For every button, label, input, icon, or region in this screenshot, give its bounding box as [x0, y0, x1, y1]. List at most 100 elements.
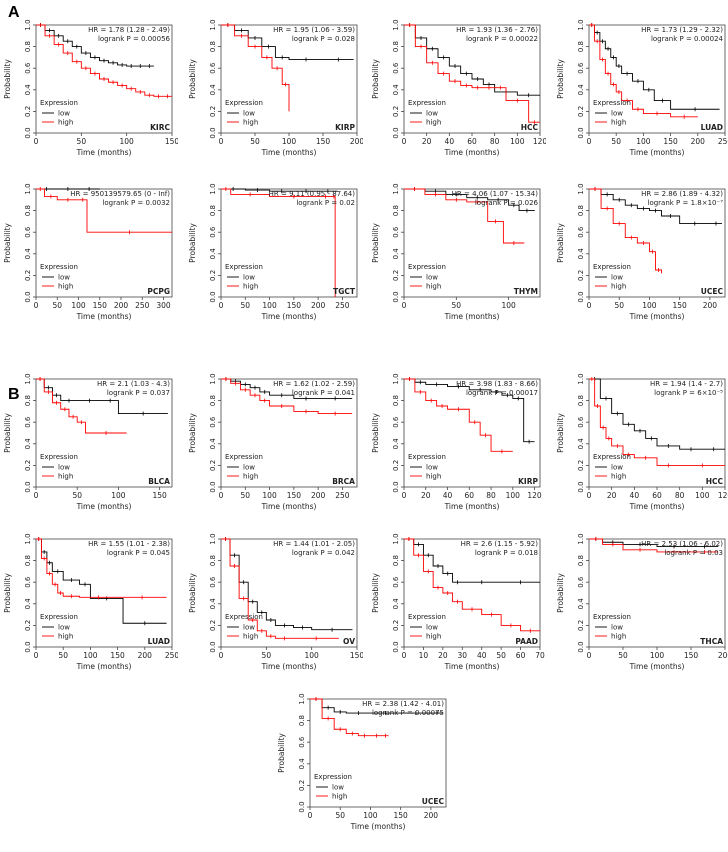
- logrank-p: logrank P = 0.042: [292, 549, 355, 557]
- x-tick-label: 150: [316, 137, 331, 146]
- y-tick-label: 0.0: [577, 291, 585, 302]
- x-tick-label: 120: [527, 491, 542, 500]
- y-tick-label: 0.4: [209, 248, 217, 260]
- y-axis-label: Probability: [277, 733, 286, 773]
- legend-label-high: high: [58, 283, 73, 291]
- legend-label-high: high: [426, 473, 441, 481]
- x-tick-label: 120: [718, 491, 728, 500]
- logrank-p: logrank P = 0.028: [292, 35, 355, 43]
- legend-label-high: high: [243, 473, 258, 481]
- x-axis-label: Time (months): [76, 662, 132, 671]
- legend-title: Expression: [225, 263, 263, 271]
- curve-high: [589, 188, 662, 274]
- x-axis-label: Time (months): [76, 502, 132, 511]
- y-tick-label: 0.4: [392, 84, 400, 96]
- curve-high: [589, 538, 719, 553]
- legend-label-low: low: [611, 464, 623, 472]
- y-tick-label: 1.0: [24, 19, 32, 30]
- curve-high: [404, 188, 525, 244]
- x-tick-label: 40: [443, 491, 453, 500]
- y-tick-label: 0.6: [577, 416, 585, 428]
- hazard-ratio: HR = 1.95 (1.06 - 3.59): [273, 26, 355, 34]
- x-tick-label: 200: [138, 651, 153, 660]
- x-axis-label: Time (months): [444, 662, 500, 671]
- y-tick-label: 0.6: [392, 416, 400, 428]
- x-tick-label: 80: [486, 491, 496, 500]
- y-tick-label: 1.0: [392, 373, 400, 384]
- y-tick-label: 0.2: [209, 620, 217, 631]
- y-tick-label: 0.8: [209, 205, 217, 216]
- hazard-ratio: HR = 2.53 (1.06 - 6.02): [641, 540, 723, 548]
- legend-title: Expression: [40, 99, 78, 107]
- y-tick-label: 1.0: [392, 183, 400, 194]
- legend-title: Expression: [225, 99, 263, 107]
- hazard-ratio: HR = 1.55 (1.01 - 2.38): [88, 540, 170, 548]
- legend-title: Expression: [40, 613, 78, 621]
- x-tick-label: 0: [34, 137, 39, 146]
- legend-title: Expression: [40, 453, 78, 461]
- x-tick-label: 0: [587, 137, 592, 146]
- km-plot-tgct: 0.0 0.2 0.4 0.6 0.8 1.0 Probability 0 50 100 150 20…: [188, 183, 358, 321]
- x-tick-label: 50: [58, 651, 68, 660]
- legend-title: Expression: [225, 613, 263, 621]
- cancer-type-label: UCEC: [422, 797, 445, 806]
- y-tick-label: 1.0: [577, 183, 585, 194]
- y-tick-label: 0.6: [577, 62, 585, 74]
- x-tick-label: 0: [219, 651, 224, 660]
- km-plot-thym: 0.0 0.2 0.4 0.6 0.8 1.0 Probability 0 50 100Time …: [371, 183, 541, 321]
- cancer-type-label: KIRP: [335, 123, 355, 132]
- legend-label-high: high: [426, 633, 441, 641]
- x-tick-label: 0: [402, 651, 407, 660]
- y-axis-label: Probability: [3, 413, 12, 453]
- x-tick-label: 50: [618, 651, 628, 660]
- km-plot-blca: 0.0 0.2 0.4 0.6 0.8 1.0 Probability 0 50 100 150 Ti…: [3, 373, 173, 511]
- y-axis-label: Probability: [3, 223, 12, 263]
- km-plot-pcpg: 0.0 0.2 0.4 0.6 0.8 1.0 Probability 0 50 100 150 20…: [3, 183, 173, 321]
- km-plot-luad: 0.0 0.2 0.4 0.6 0.8 1.0 Probability 0 50 100 150 20…: [556, 19, 728, 157]
- x-tick-label: 120: [533, 137, 546, 146]
- cancer-type-label: LUAD: [701, 123, 723, 132]
- y-axis-label: Probability: [556, 573, 565, 613]
- plot-frame: [35, 24, 173, 134]
- y-tick-label: 0.4: [24, 248, 32, 260]
- y-tick-label: 0.0: [392, 641, 400, 652]
- legend-label-low: low: [611, 624, 623, 632]
- legend-label-low: low: [426, 624, 438, 632]
- x-tick-label: 10: [419, 651, 429, 660]
- y-tick-label: 0.0: [392, 291, 400, 302]
- y-tick-label: 0.2: [577, 460, 585, 471]
- x-tick-label: 100: [510, 137, 525, 146]
- curve-high: [589, 24, 698, 118]
- x-tick-label: 150: [287, 301, 302, 310]
- hazard-ratio: HR = 1.94 (1.4 - 2.7): [650, 380, 723, 388]
- x-tick-label: 0: [402, 491, 407, 500]
- x-tick-label: 250: [335, 301, 350, 310]
- x-tick-label: 60: [465, 491, 475, 500]
- cancer-type-label: PCPG: [147, 287, 170, 296]
- cancer-type-label: TGCT: [333, 287, 356, 296]
- legend-label-high: high: [611, 473, 626, 481]
- x-tick-label: 50: [241, 301, 251, 310]
- x-tick-label: 250: [718, 137, 728, 146]
- y-tick-label: 0.4: [298, 758, 306, 770]
- x-tick-label: 80: [490, 137, 500, 146]
- curve-high: [404, 538, 540, 632]
- y-tick-label: 0.6: [298, 736, 306, 748]
- curve-low: [36, 24, 154, 67]
- km-plot-ucec: 0.0 0.2 0.4 0.6 0.8 1.0 Probability 0 50 100 150 20…: [556, 183, 726, 321]
- curve-high: [310, 698, 389, 737]
- logrank-p: logrank P = 0.00024: [651, 35, 724, 43]
- y-tick-label: 0.4: [392, 598, 400, 610]
- x-tick-label: 100: [262, 491, 277, 500]
- y-tick-label: 0.6: [24, 576, 32, 588]
- legend-label-low: low: [58, 274, 70, 282]
- x-tick-label: 100: [506, 491, 521, 500]
- hazard-ratio: HR = 1.78 (1.28 - 2.49): [88, 26, 170, 34]
- hazard-ratio: HR = 2.38 (1.42 - 4.01): [362, 700, 444, 708]
- y-tick-label: 0.4: [577, 248, 585, 260]
- legend-label-low: low: [243, 110, 255, 118]
- y-tick-label: 0.2: [209, 460, 217, 471]
- x-tick-label: 60: [467, 137, 477, 146]
- plot-frame: [588, 24, 726, 134]
- y-axis-label: Probability: [3, 59, 12, 99]
